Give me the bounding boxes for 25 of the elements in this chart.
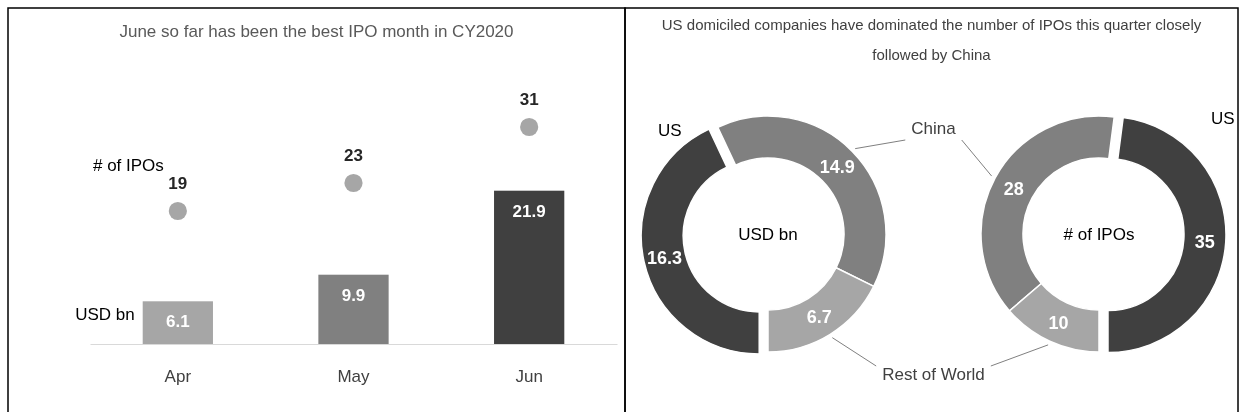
data-label: 6.1 [166,312,190,332]
chart-title: June so far has been the best IPO month in CY2020 [119,22,514,41]
data-label: 23 [344,146,363,165]
chart-title: US domiciled companies have dominated the number of IPOs this quarter closely followed by China [661,16,1202,63]
slice-label: # of IPOs [1063,225,1135,244]
data-label: 28 [1003,178,1024,199]
category-label: US [1211,109,1235,128]
x-tick-label: Apr [164,367,192,387]
slice-label: US [658,121,682,140]
series-label: # of IPOs [92,156,164,175]
data-label: 19 [168,174,188,193]
data-label: 10 [1048,313,1069,334]
data-label: 9.9 [341,285,366,305]
data-label: 31 [519,90,539,109]
x-tick-label: Jun [515,367,543,387]
data-label: 6.7 [806,307,832,328]
data-label: 16.3 [647,248,683,269]
data-label: 14.9 [819,157,855,178]
series-label: USD bn [75,305,135,324]
slice-label: China [911,119,957,138]
data-label: 35 [1194,231,1215,252]
data-label: 21.9 [512,201,546,221]
slice-label: USD bn [738,225,798,244]
x-tick-label: May [337,367,371,387]
slice-label: Rest of World [882,365,985,384]
